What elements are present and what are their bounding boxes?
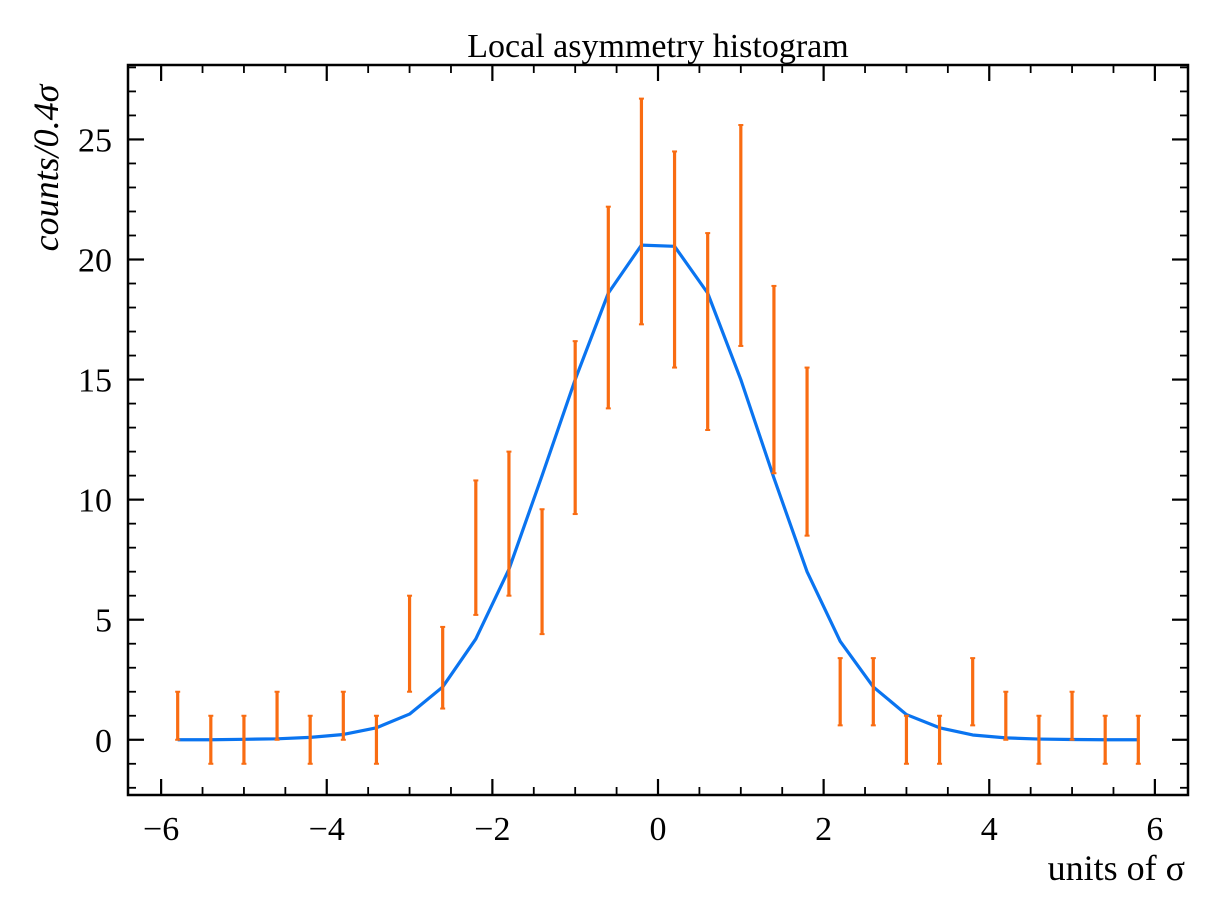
errorbar bbox=[473, 479, 479, 616]
errorbar bbox=[937, 714, 943, 765]
errorbar bbox=[440, 625, 446, 710]
tick-labels-layer: −6 −4 −2 0 2 4 6 0 5 10 15 20 25 bbox=[78, 122, 1163, 848]
x-tick-label: −6 bbox=[143, 811, 179, 848]
errorbar bbox=[572, 340, 578, 516]
errorbar bbox=[705, 232, 711, 431]
errorbar bbox=[373, 714, 379, 765]
errorbar bbox=[274, 690, 280, 741]
errorbar bbox=[241, 714, 247, 765]
errorbar bbox=[771, 284, 777, 475]
errorbar-layer bbox=[175, 97, 1141, 765]
errorbar bbox=[837, 657, 843, 727]
errorbar bbox=[1069, 690, 1075, 741]
ticks-layer bbox=[128, 65, 1188, 795]
x-tick-label: −4 bbox=[309, 811, 345, 848]
y-tick-label: 10 bbox=[78, 483, 112, 520]
y-axis-label: counts/0.4σ bbox=[26, 83, 66, 251]
y-tick-label: 0 bbox=[95, 723, 112, 760]
errorbar bbox=[208, 714, 214, 765]
x-axis-label: units of σ bbox=[1048, 848, 1185, 888]
y-tick-label: 20 bbox=[78, 243, 112, 280]
errorbar bbox=[738, 124, 744, 347]
errorbar bbox=[1135, 714, 1141, 765]
x-tick-label: 2 bbox=[815, 811, 832, 848]
errorbar bbox=[539, 508, 545, 636]
errorbar bbox=[1003, 690, 1009, 741]
errorbar bbox=[672, 150, 678, 369]
errorbar bbox=[307, 714, 313, 765]
y-tick-label: 25 bbox=[78, 122, 112, 159]
y-tick-label: 15 bbox=[78, 363, 112, 400]
errorbar bbox=[605, 205, 611, 410]
errorbar bbox=[506, 450, 512, 597]
fit-layer bbox=[177, 243, 1139, 742]
x-tick-label: 6 bbox=[1146, 811, 1163, 848]
errorbar bbox=[870, 657, 876, 727]
y-tick-label: 5 bbox=[95, 603, 112, 640]
x-tick-label: 4 bbox=[981, 811, 998, 848]
errorbar bbox=[903, 714, 909, 765]
errorbar bbox=[638, 97, 644, 326]
errorbar bbox=[1036, 714, 1042, 765]
errorbar bbox=[1102, 714, 1108, 765]
errorbar bbox=[970, 657, 976, 727]
errorbar bbox=[340, 690, 346, 741]
chart-title: Local asymmetry histogram bbox=[467, 28, 848, 65]
x-tick-label: −2 bbox=[474, 811, 510, 848]
errorbar bbox=[175, 690, 181, 741]
fit-line bbox=[177, 243, 1139, 742]
plot-frame bbox=[126, 63, 1190, 797]
errorbar bbox=[804, 366, 810, 537]
errorbar bbox=[407, 594, 413, 693]
x-tick-label: 0 bbox=[650, 811, 667, 848]
